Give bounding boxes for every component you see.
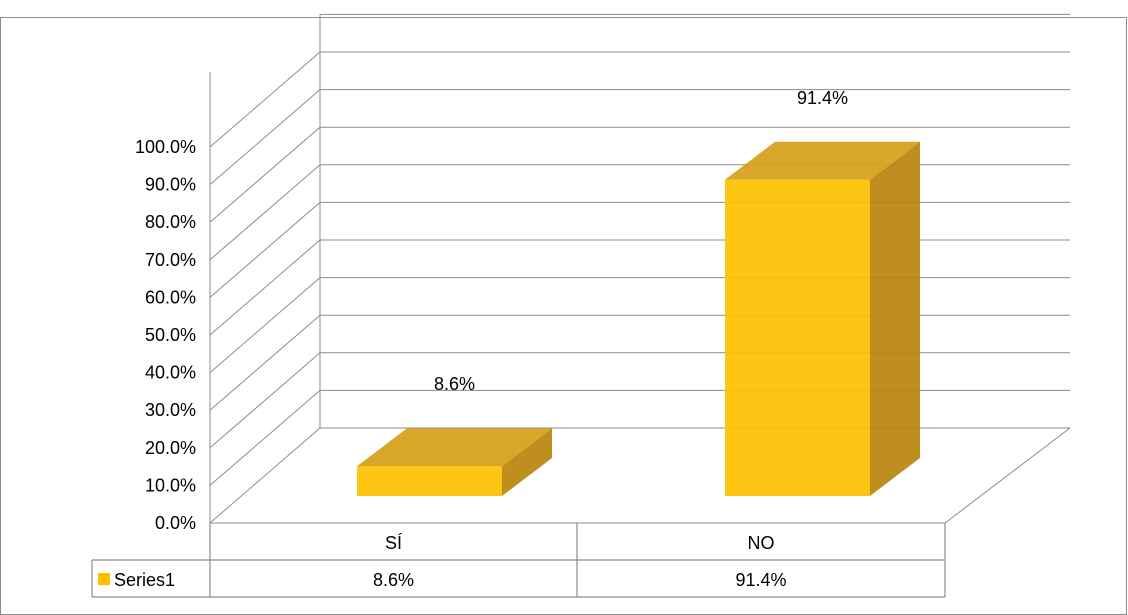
gridline-side-70 [209,164,321,261]
y-tick-label: 10.0% [145,475,196,495]
y-tick-label: 60.0% [145,287,196,307]
gridline-side-90 [209,89,321,185]
x-category-label: NO [748,533,775,553]
x-category-label: SÍ [385,533,402,553]
gridline-side-30 [209,314,321,411]
gridline-side-0 [209,427,321,524]
legend-key-series1 [98,573,110,585]
table-value-cell: 91.4% [735,570,786,590]
bar-side-SÍ [502,428,552,496]
gridline-side-80 [209,126,321,223]
table-value-cell: 8.6% [373,570,414,590]
y-tick-label: 90.0% [145,175,196,195]
data-label: 8.6% [434,374,475,394]
data-label: 91.4% [797,88,848,108]
bar-front-NO [725,179,870,497]
gridline-side-10 [209,390,321,486]
bar-top-NO [725,141,920,180]
bar-side-NO [870,141,920,497]
y-tick-label: 100.0% [135,137,196,157]
y-tick-label: 30.0% [145,400,196,420]
bar-front-SÍ [357,466,502,496]
y-tick-label: 20.0% [145,438,196,458]
y-tick-label: 80.0% [145,212,196,232]
y-tick-label: 70.0% [145,250,196,270]
y-tick-label: 0.0% [155,513,196,533]
data-labels: 8.6% 91.4% [434,88,848,394]
bars [357,141,920,497]
gridline-side-100 [209,51,321,148]
gridlines [209,13,1071,524]
bar-top-SÍ [357,428,552,467]
gridline-side-20 [209,352,321,449]
legend-series-name: Series1 [114,570,175,590]
y-axis-tick-labels: 0.0% 10.0% 20.0% 30.0% 40.0% 50.0% 60.0% 70.0% 8… [135,137,196,533]
gridline-side-50 [209,239,321,336]
floor-right-edge [944,427,1071,524]
gridline-side-40 [209,277,321,373]
y-tick-label: 40.0% [145,363,196,383]
gridline-side-60 [209,202,321,298]
y-tick-label: 50.0% [145,325,196,345]
data-table: SÍ 8.6% NO 91.4% Series1 [91,523,946,598]
